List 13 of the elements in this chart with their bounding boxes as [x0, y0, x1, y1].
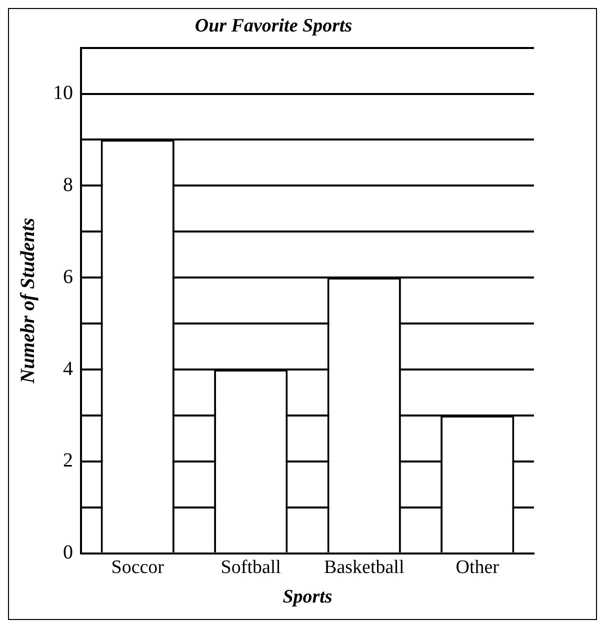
y-tick-label: 8 [63, 174, 73, 196]
y-axis-title: Numebr of Students [17, 218, 40, 384]
x-axis-title: Sports [282, 586, 332, 608]
x-tick-label: Softball [220, 556, 281, 578]
y-tick-label: 4 [63, 358, 73, 380]
x-tick-label: Basketball [324, 556, 404, 578]
x-tick-label: Soccor [111, 556, 165, 578]
chart-title: Our Favorite Sports [194, 15, 352, 36]
x-tick-label: Other [456, 556, 500, 578]
y-tick-label: 10 [53, 82, 73, 104]
y-tick-label: 2 [63, 450, 73, 472]
y-tick-label: 0 [63, 542, 73, 564]
y-tick-label: 6 [63, 266, 73, 288]
